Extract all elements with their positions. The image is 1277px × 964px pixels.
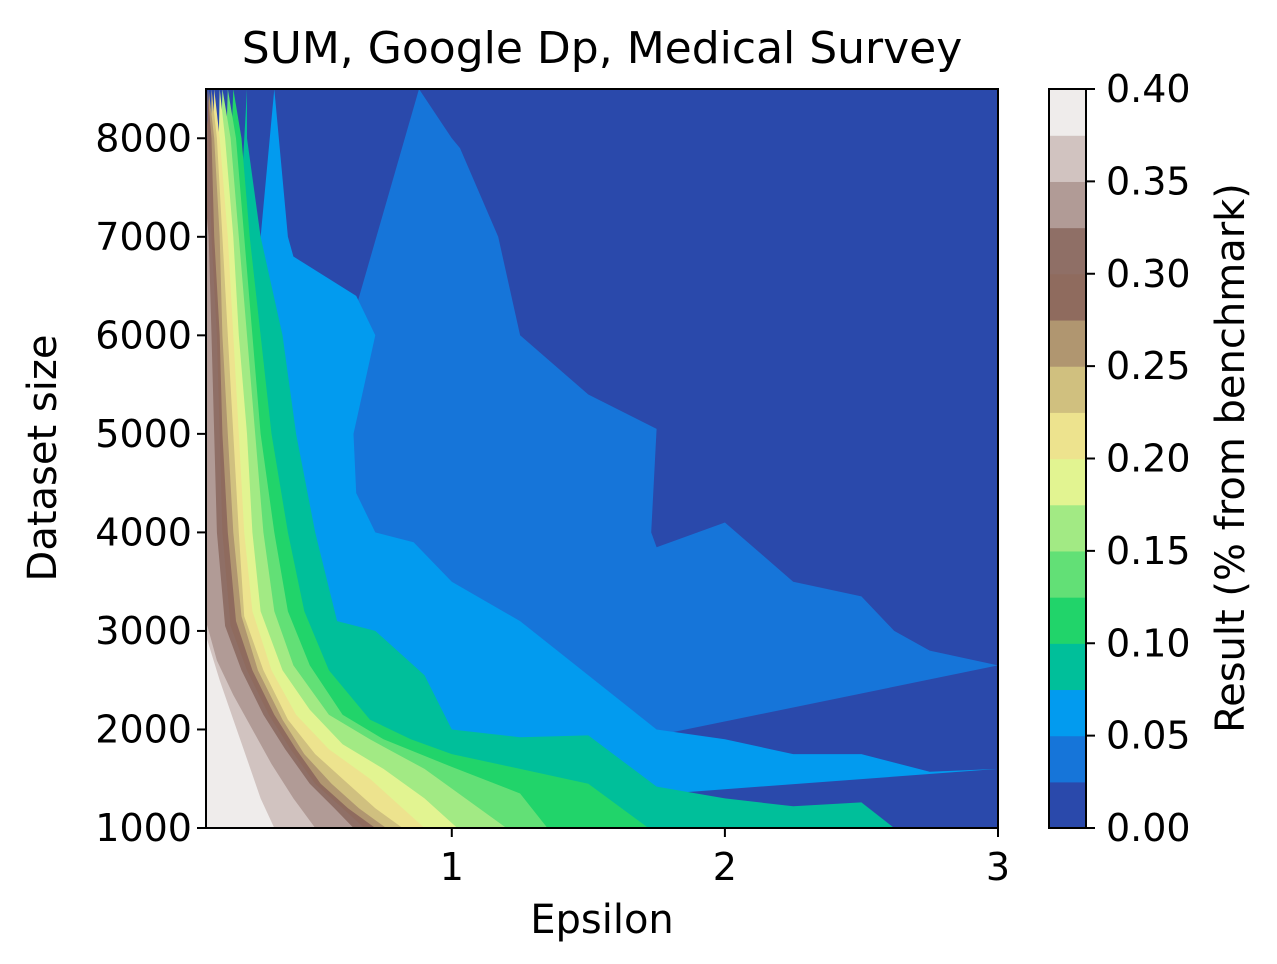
- colorbar-tick-label: 0.30: [1106, 252, 1191, 296]
- colorbar-ticks: 0.00 0.05 0.10 0.15 0.20 0.25 0.30 0.35 0.40: [1086, 67, 1191, 850]
- colorbar-segment: [1049, 89, 1086, 136]
- colorbar-segment: [1049, 597, 1086, 644]
- x-tick-label: 3: [986, 845, 1010, 889]
- contour-bands: [206, 89, 998, 828]
- chart-title: SUM, Google Dp, Medical Survey: [242, 23, 963, 74]
- y-tick-label: 1000: [95, 806, 192, 850]
- contour-band-7: [206, 89, 458, 828]
- colorbar-segment: [1049, 735, 1086, 783]
- contour-band-6: [206, 89, 507, 828]
- colorbar-segment: [1049, 689, 1086, 737]
- colorbar-tick-label: 0.25: [1106, 344, 1191, 388]
- colorbar-segment: [1049, 412, 1086, 460]
- colorbar-segments: [1049, 89, 1086, 829]
- y-tick-label: 8000: [95, 116, 192, 160]
- x-tick-label: 1: [440, 845, 464, 889]
- contour-band-4: [206, 89, 649, 828]
- x-axis-label: Epsilon: [530, 897, 674, 943]
- colorbar: 0.00 0.05 0.10 0.15 0.20 0.25 0.30 0.35 0.40 Res…: [1048, 67, 1254, 850]
- colorbar-segment: [1049, 181, 1086, 229]
- plot-area: [205, 88, 999, 829]
- x-axis: 1 2 3: [440, 828, 1010, 889]
- contour-band-2: [206, 89, 998, 828]
- colorbar-tick-label: 0.10: [1106, 621, 1191, 665]
- colorbar-tick-label: 0.35: [1106, 159, 1191, 203]
- colorbar-tick-label: 0.20: [1106, 437, 1191, 481]
- colorbar-segment: [1049, 504, 1086, 552]
- y-axis-label: Dataset size: [20, 335, 66, 582]
- colorbar-segment: [1049, 643, 1086, 691]
- colorbar-tick-label: 0.15: [1106, 529, 1191, 573]
- colorbar-segment: [1049, 135, 1086, 182]
- colorbar-label: Result (% from benchmark): [1208, 183, 1254, 733]
- colorbar-tick-label: 0.05: [1106, 714, 1191, 758]
- contour-band-5: [206, 89, 548, 828]
- contour-band-3: [206, 89, 895, 828]
- colorbar-segment: [1049, 781, 1086, 829]
- colorbar-tick-label: 0.00: [1106, 806, 1191, 850]
- y-tick-label: 7000: [95, 215, 192, 259]
- y-tick-label: 2000: [95, 707, 192, 751]
- contour-band-8: [206, 89, 425, 828]
- colorbar-tick-label: 0.40: [1106, 67, 1191, 111]
- colorbar-segment: [1049, 366, 1086, 413]
- y-tick-label: 6000: [95, 313, 192, 357]
- contour-band-15: [206, 635, 275, 828]
- y-axis: 1000 2000 3000 4000 5000 6000 7000 8000: [95, 116, 206, 850]
- plot-frame: [205, 88, 999, 829]
- colorbar-segment: [1049, 458, 1086, 506]
- colorbar-segment: [1049, 550, 1086, 598]
- colorbar-segment: [1049, 273, 1086, 321]
- y-tick-label: 3000: [95, 609, 192, 653]
- colorbar-segment: [1049, 319, 1086, 367]
- colorbar-segment: [1049, 227, 1086, 275]
- x-tick-label: 2: [713, 845, 737, 889]
- y-tick-label: 4000: [95, 510, 192, 554]
- y-tick-label: 5000: [95, 412, 192, 456]
